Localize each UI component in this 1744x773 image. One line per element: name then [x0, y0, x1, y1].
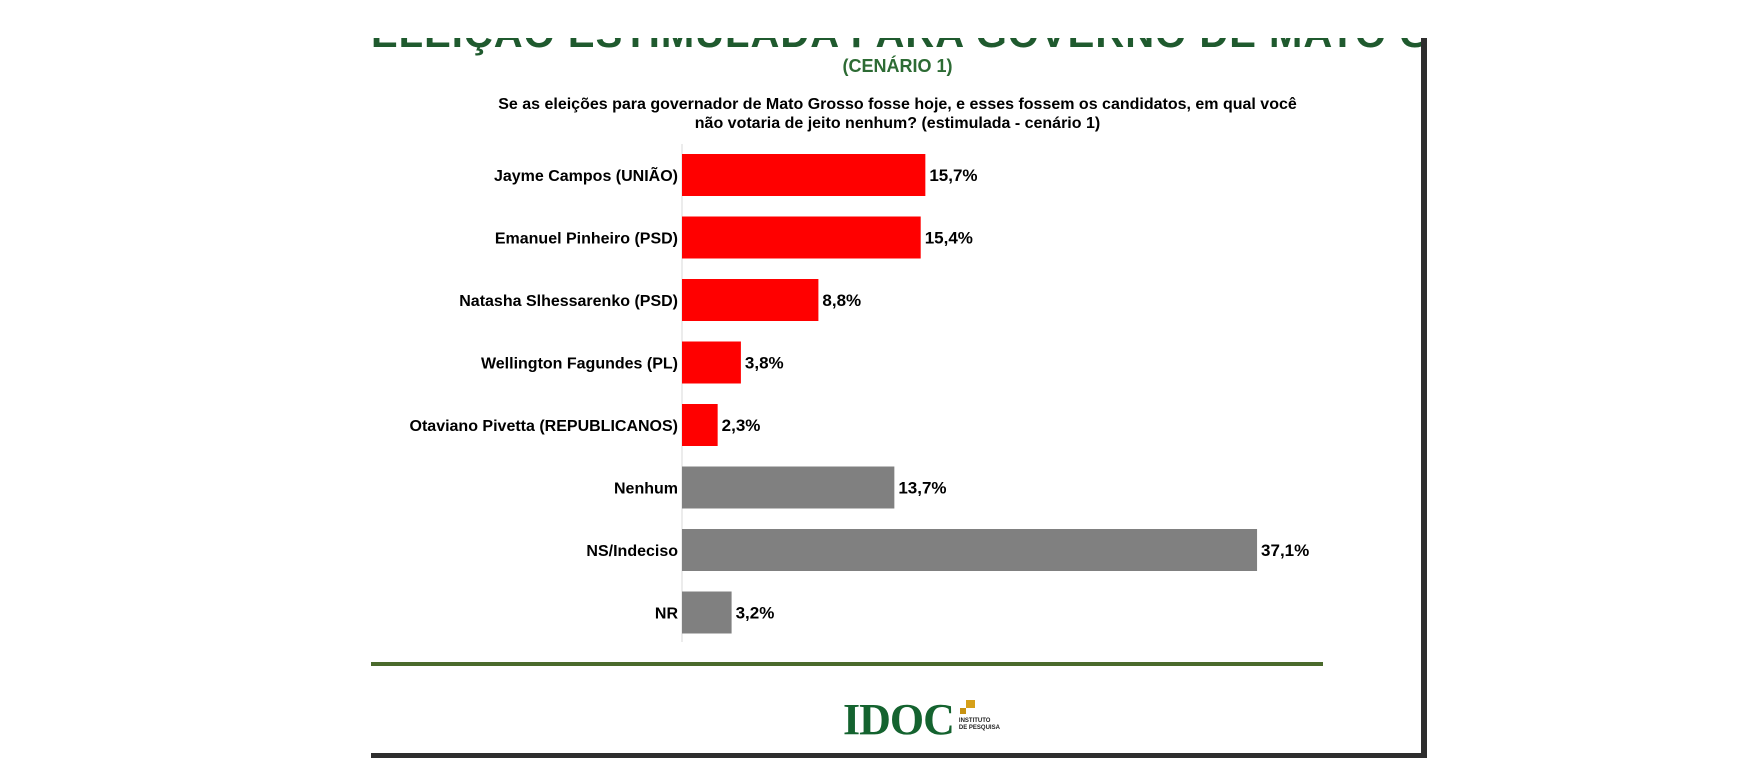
category-label: NS/Indeciso — [586, 543, 678, 560]
bar — [682, 591, 732, 634]
bar-chart: Jayme Campos (UNIÃO) 15,7% Emanuel Pinheir… — [410, 144, 1309, 642]
category-label: Wellington Fagundes (PL) — [481, 356, 678, 373]
data-label: 15,7% — [929, 166, 977, 185]
bar — [682, 341, 741, 384]
bar — [682, 216, 921, 259]
slide-frame-right — [1421, 38, 1427, 758]
logo-square-icon — [965, 700, 975, 708]
category-label: Natasha Slhessarenko (PSD) — [459, 293, 678, 310]
data-label: 2,3% — [722, 416, 761, 435]
category-label: NR — [655, 606, 679, 623]
slide-frame-bottom — [371, 753, 1427, 758]
data-label: 3,8% — [745, 354, 784, 373]
bar — [682, 154, 926, 196]
category-label: Nenhum — [614, 481, 678, 498]
question-line-2: não votaria de jeito nenhum? (estimulada… — [694, 115, 1101, 132]
logo-text: IDOC — [843, 695, 955, 744]
data-label: 13,7% — [898, 479, 946, 498]
chart-subtitle: (CENÁRIO 1) — [842, 56, 953, 76]
category-label: Jayme Campos (UNIÃO) — [494, 165, 678, 185]
data-label: 15,4% — [925, 229, 973, 248]
bar — [682, 279, 819, 321]
category-label: Otaviano Pivetta (REPUBLICANOS) — [410, 418, 678, 435]
bar — [682, 404, 718, 446]
footer-divider — [371, 662, 1323, 666]
slide: ELEIÇÃO ESTIMULADA PARA GOVERNO DE MATO … — [371, 38, 1424, 758]
survey-question: Se as eleições para governador de Mato G… — [411, 95, 1384, 133]
data-label: 37,1% — [1261, 541, 1309, 560]
category-label: Emanuel Pinheiro (PSD) — [495, 231, 678, 248]
bar — [682, 466, 895, 509]
logo-tagline: INSTITUTO DE PESQUISA — [958, 718, 1000, 731]
data-label: 8,8% — [822, 291, 861, 310]
data-label: 3,2% — [736, 604, 775, 623]
bar — [682, 529, 1258, 571]
chart-title: ELEIÇÃO ESTIMULADA PARA GOVERNO DE MATO … — [371, 38, 1424, 57]
logo-square-small-icon — [959, 708, 966, 714]
logo-mark-icon: INSTITUTO DE PESQUISA — [956, 700, 1000, 740]
question-line-1: Se as eleições para governador de Mato G… — [498, 96, 1297, 113]
idoc-logo: IDOC INSTITUTO DE PESQUISA — [843, 695, 1000, 744]
